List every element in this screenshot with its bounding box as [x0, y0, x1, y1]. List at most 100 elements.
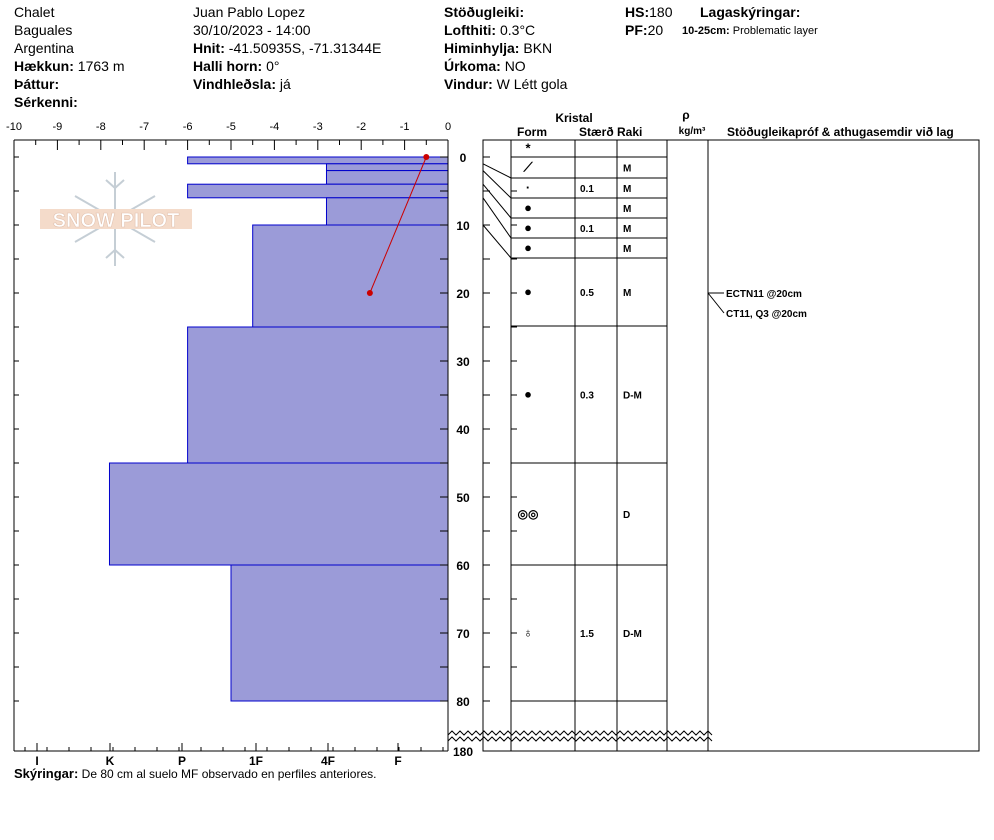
air-temperature: Lofthiti: 0.3°C: [444, 22, 536, 38]
table-frame: [482, 139, 980, 752]
grain-size-value: 0.1: [580, 184, 594, 195]
hardness-layer-bar: [252, 224, 449, 328]
grain-form-symbol: ⟋: [522, 160, 533, 175]
aspect: Þáttur:: [14, 76, 60, 92]
depth-tick-label: 80: [456, 695, 470, 709]
footer-comments: Skýringar: De 80 cm al suelo MF observad…: [14, 766, 376, 781]
column-headers: Kristal Form Stærð Raki ρ kg/m³ Stöðugle…: [517, 108, 954, 139]
footer-label: Skýringar:: [14, 766, 79, 781]
temperature-point: [366, 290, 373, 296]
moisture-value: M: [623, 204, 631, 215]
layer-connector: [482, 197, 512, 239]
header-weather-info: Stöðugleiki: Lofthiti: 0.3°C Himinhylja:…: [444, 3, 567, 93]
hardness-tick-label: I: [35, 754, 38, 768]
rho-header: ρ: [682, 108, 689, 122]
temperature-tick-label: -10: [6, 121, 22, 133]
layer-connector: [482, 183, 512, 219]
hardness-layer-bar: [325, 170, 449, 185]
header-snow-depth: HS:180 PF:20: [625, 3, 672, 39]
layer-note-line: 10-25cm: Problematic layer: [682, 22, 818, 40]
size-header: Stærð: [579, 125, 614, 139]
moisture-value: M: [623, 288, 631, 299]
layer-connector: [482, 163, 512, 179]
depth-tick-label: 30: [456, 355, 470, 369]
grain-form-symbol: ·: [526, 180, 530, 195]
temperature-point: [423, 154, 430, 160]
hardness-layer-bar: [230, 564, 449, 702]
tests-header: Stöðugleikapróf & athugasemdir við lag: [727, 125, 954, 139]
depth-tick-label: 20: [456, 287, 470, 301]
hardness-layer-bar: [108, 462, 449, 566]
grain-form-symbol: ●: [524, 387, 532, 402]
grain-form-symbol: ♁: [523, 625, 533, 640]
grain-form-symbol: ◎◎: [518, 507, 539, 521]
temperature-tick-label: -9: [53, 121, 63, 133]
temperature-tick-label: 0: [445, 121, 451, 133]
stability-test-label: ECTN11 @20cm: [726, 289, 802, 300]
grain-form-symbol: ●: [524, 284, 532, 299]
crystal-header: Kristal: [555, 111, 592, 125]
pf-value: PF:20: [625, 22, 664, 38]
hardness-tick-label: 1F: [249, 754, 263, 768]
grain-form-symbol: ●: [524, 200, 532, 215]
layer-note-range: 10-25cm:: [682, 25, 730, 37]
temperature-tick-label: -3: [313, 121, 323, 133]
depth-tick-label: 40: [456, 423, 470, 437]
depth-tick-label: 0: [460, 151, 467, 165]
observer-name: Juan Pablo Lopez: [193, 4, 306, 20]
grain-size-value: 0.3: [580, 391, 594, 402]
hardness-layer-bar: [325, 197, 449, 226]
logo-band: [40, 209, 192, 229]
temperature-line: [369, 156, 427, 294]
observation-datetime: 30/10/2023 - 14:00: [193, 22, 311, 38]
wind: Vindur: W Létt gola: [444, 76, 568, 92]
header-observer-info: Juan Pablo Lopez 30/10/2023 - 14:00 Hnit…: [193, 3, 381, 93]
wind-loading: Vindhleðsla: já: [193, 76, 291, 92]
coordinates: Hnit: -41.50935S, -71.31344E: [193, 40, 382, 56]
grain-form-symbol: ●: [524, 240, 532, 255]
logo-text: SNOW PILOT: [53, 210, 180, 232]
temperature-tick-label: -2: [356, 121, 366, 133]
grain-form-symbol: *: [525, 141, 531, 156]
layer-note-text: Problematic layer: [732, 25, 818, 37]
features: Sérkenni:: [14, 94, 78, 110]
axis-break-zigzag: [447, 730, 713, 736]
layer-notes-title: Lagaskýringar:: [700, 4, 801, 20]
axis-break-zigzag: [447, 736, 713, 742]
slope-angle: Halli horn: 0°: [193, 58, 280, 74]
grain-size-value: 1.5: [580, 629, 594, 640]
region-name: Baguales: [14, 22, 73, 38]
depth-tick-label: 180: [453, 745, 473, 759]
stability: Stöðugleiki:: [444, 4, 525, 20]
hardness-tick-label: 4F: [321, 754, 335, 768]
stability-test-label: CT11, Q3 @20cm: [726, 309, 807, 320]
depth-tick-label: 50: [456, 491, 470, 505]
depth-tick-label: 10: [456, 219, 470, 233]
temperature-tick-label: -7: [139, 121, 149, 133]
header-site-info: Chalet Baguales Argentina Hækkun: 1763 m…: [14, 3, 125, 111]
hardness-tick-label: K: [106, 754, 115, 768]
temperature-tick-label: -8: [96, 121, 106, 133]
form-header: Form: [517, 125, 547, 139]
temperature-tick-label: -1: [400, 121, 410, 133]
temperature-tick-label: -4: [270, 121, 280, 133]
density-unit: kg/m³: [679, 126, 706, 137]
hardness-layer-bar: [187, 183, 449, 199]
precipitation: Úrkoma: NO: [444, 58, 526, 74]
moisture-value: D-M: [623, 629, 642, 640]
hardness-layer-bar: [325, 163, 449, 172]
hardness-layer-bar: [187, 326, 449, 464]
location-name: Chalet: [14, 4, 55, 20]
grain-size-value: 0.5: [580, 288, 594, 299]
moisture-value: M: [623, 244, 631, 255]
moisture-value: D: [623, 510, 630, 521]
country-name: Argentina: [14, 40, 74, 56]
footer-text: De 80 cm al suelo MF observado en perfil…: [81, 767, 377, 781]
depth-tick-label: 70: [456, 627, 470, 641]
temperature-profile: [366, 154, 430, 296]
grain-form-symbol: ●: [524, 220, 532, 235]
snowpilot-logo: SNOW PILOT: [40, 172, 192, 266]
temperature-tick-label: -6: [183, 121, 193, 133]
layer-connector: [482, 170, 512, 199]
